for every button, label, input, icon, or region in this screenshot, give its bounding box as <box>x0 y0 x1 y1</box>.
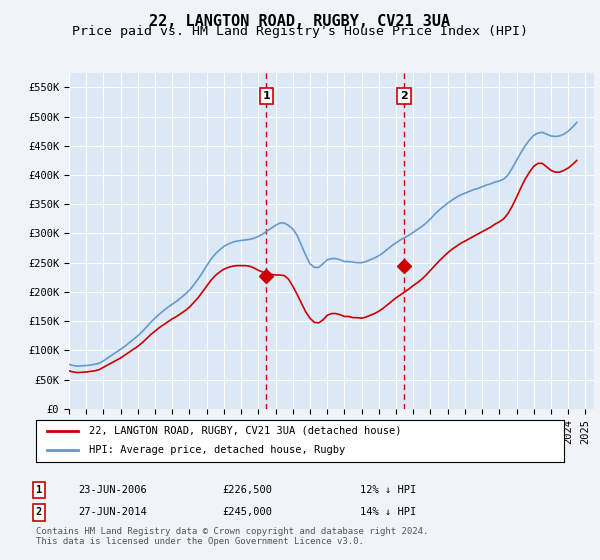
Text: 27-JUN-2014: 27-JUN-2014 <box>78 507 147 517</box>
Text: 2: 2 <box>400 91 408 101</box>
Text: Contains HM Land Registry data © Crown copyright and database right 2024.
This d: Contains HM Land Registry data © Crown c… <box>36 526 428 546</box>
Text: 22, LANGTON ROAD, RUGBY, CV21 3UA: 22, LANGTON ROAD, RUGBY, CV21 3UA <box>149 14 451 29</box>
Text: 22, LANGTON ROAD, RUGBY, CV21 3UA (detached house): 22, LANGTON ROAD, RUGBY, CV21 3UA (detac… <box>89 426 401 436</box>
Text: £226,500: £226,500 <box>222 485 272 495</box>
Text: 1: 1 <box>263 91 271 101</box>
Text: 14% ↓ HPI: 14% ↓ HPI <box>360 507 416 517</box>
Text: £245,000: £245,000 <box>222 507 272 517</box>
Text: 2: 2 <box>36 507 42 517</box>
Text: Price paid vs. HM Land Registry's House Price Index (HPI): Price paid vs. HM Land Registry's House … <box>72 25 528 38</box>
Text: HPI: Average price, detached house, Rugby: HPI: Average price, detached house, Rugb… <box>89 445 345 455</box>
Text: 23-JUN-2006: 23-JUN-2006 <box>78 485 147 495</box>
Text: 12% ↓ HPI: 12% ↓ HPI <box>360 485 416 495</box>
Text: 1: 1 <box>36 485 42 495</box>
